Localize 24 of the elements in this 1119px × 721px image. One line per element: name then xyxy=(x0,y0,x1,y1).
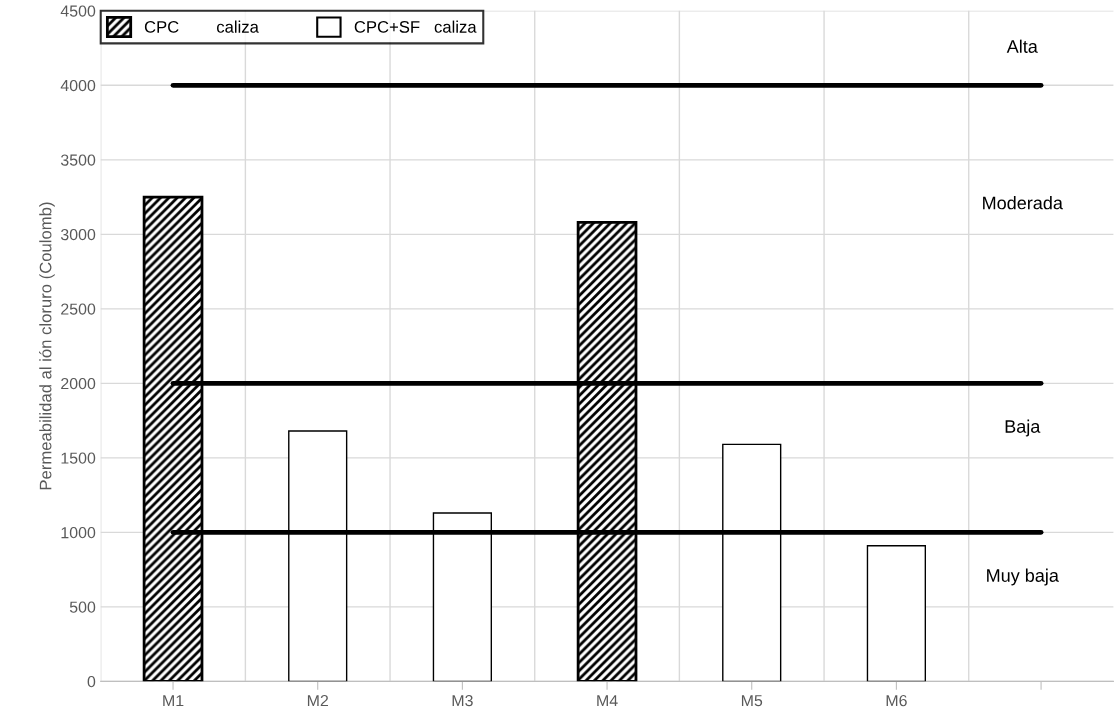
bar xyxy=(866,545,927,682)
y-tick-label: 2500 xyxy=(61,303,96,315)
x-tick-label: M1 xyxy=(163,695,184,707)
y-tick-label: 3500 xyxy=(60,154,96,166)
annotation: Alta xyxy=(1006,39,1038,53)
annotation: Muy baja xyxy=(987,568,1059,586)
y-axis-title: Permeabilidad al ión cloruro (Coulomb) xyxy=(39,202,55,490)
y-tick-label: 4000 xyxy=(60,79,96,92)
y-tick-label: 1000 xyxy=(61,526,96,539)
annotation: Baja xyxy=(1005,419,1041,437)
legend-label: CPC caliza xyxy=(144,20,259,33)
x-tick-label: M4 xyxy=(597,695,618,707)
y-tick-label: 1500 xyxy=(61,452,96,464)
x-tick-label: M3 xyxy=(452,694,473,707)
x-tick-label: M2 xyxy=(307,694,329,707)
y-tick-label: 500 xyxy=(69,601,96,613)
y-tick-label: 2000 xyxy=(61,377,96,390)
legend-label: CPC+SF caliza xyxy=(354,20,477,33)
y-tick-label: 3000 xyxy=(60,228,96,241)
annotation: Moderada xyxy=(983,196,1063,210)
x-tick-label: M5 xyxy=(741,695,763,707)
y-tick-label: 4500 xyxy=(60,5,96,17)
x-tick-label: M6 xyxy=(886,694,907,707)
y-tick-label: 0 xyxy=(87,675,96,688)
